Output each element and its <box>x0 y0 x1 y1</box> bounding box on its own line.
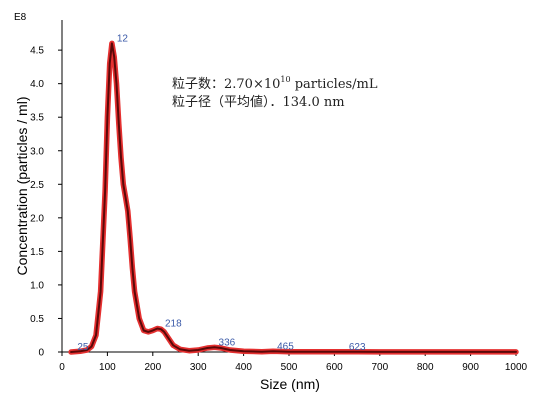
particle-size-text: 粒子径（平均値）．134.0 nm <box>172 94 345 110</box>
x-tick-label: 900 <box>462 362 479 373</box>
y-tick-label: 4.5 <box>30 46 44 57</box>
peak-label: 25 <box>77 342 89 353</box>
y-tick-label: 4.0 <box>30 79 44 90</box>
peak-label: 465 <box>277 341 294 352</box>
particle-count-exponent: 10 <box>280 75 290 84</box>
peak-label: 12 <box>117 33 129 44</box>
series-line <box>70 42 517 353</box>
particle-count-prefix: 粒子数：2.70×10 <box>172 77 280 92</box>
y-tick-label: 3.5 <box>30 113 44 124</box>
x-axis-ticks: 0 100 200 300 400 500 600 700 800 900 1000 <box>59 352 528 373</box>
annotation-box: 粒子数：2.70×1010 particles/mL 粒子径（平均値）．134.… <box>172 75 378 110</box>
x-tick-label: 500 <box>281 362 298 373</box>
y-tick-label: 2.0 <box>30 213 44 224</box>
x-tick-label: 600 <box>326 362 343 373</box>
x-tick-label: 700 <box>371 362 388 373</box>
peak-labels: 25 12 218 336 465 623 <box>77 33 366 353</box>
x-tick-label: 0 <box>59 362 65 373</box>
y-tick-label: 0.5 <box>30 314 44 325</box>
x-tick-label: 400 <box>235 362 252 373</box>
x-axis-title: Size (nm) <box>260 376 320 392</box>
x-tick-label: 100 <box>99 362 116 373</box>
peak-label: 336 <box>219 337 236 348</box>
y-axis-title: Concentration (particles / ml) <box>14 97 30 276</box>
x-tick-label: 300 <box>190 362 207 373</box>
series-layer <box>68 40 519 355</box>
y-tick-label: 2.5 <box>30 180 44 191</box>
y-axis-ticks: 0 0.5 1.0 1.5 2.0 2.5 3.0 3.5 4.0 4.5 <box>30 46 62 359</box>
y-tick-label: 3.0 <box>30 146 44 157</box>
x-tick-label: 800 <box>417 362 434 373</box>
x-tick-label: 1000 <box>505 362 528 373</box>
peak-label: 218 <box>165 319 182 330</box>
x-tick-label: 200 <box>144 362 161 373</box>
particle-count-text: 粒子数：2.70×1010 particles/mL <box>172 75 378 92</box>
y-tick-label: 0 <box>38 348 44 359</box>
y-multiplier-label: E8 <box>14 12 27 23</box>
peak-label: 623 <box>349 342 366 353</box>
y-tick-label: 1.5 <box>30 247 44 258</box>
particle-count-suffix: particles/mL <box>291 77 378 92</box>
y-tick-label: 1.0 <box>30 280 44 291</box>
